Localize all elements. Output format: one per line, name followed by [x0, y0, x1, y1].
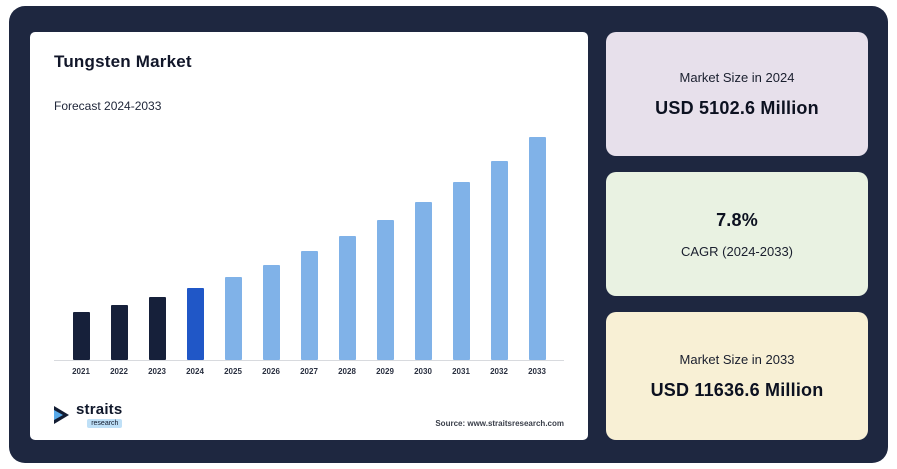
bar-2023 — [148, 296, 166, 360]
chart-subtitle: Forecast 2024-2033 — [54, 99, 162, 113]
chart-card-footer: straits research Source: www.straitsrese… — [54, 402, 564, 428]
x-axis-label-2032: 2032 — [490, 367, 508, 376]
bar-2033 — [528, 137, 546, 360]
logo-name: straits — [76, 401, 123, 418]
bar-2032 — [490, 160, 508, 360]
x-axis-label-2022: 2022 — [110, 367, 128, 376]
bar-column-2028: 2028 — [328, 129, 366, 376]
stat-value: USD 5102.6 Million — [655, 97, 819, 118]
bar-column-2032: 2032 — [480, 129, 518, 376]
bar-column-2033: 2033 — [518, 129, 556, 376]
straits-research-logo: straits research — [54, 401, 123, 428]
bar-2028 — [338, 236, 356, 360]
stat-value: USD 11636.6 Million — [650, 379, 824, 400]
chart-title: Tungsten Market — [54, 52, 192, 71]
bar-2021 — [72, 312, 90, 360]
source-note: Source: www.straitsresearch.com — [435, 419, 564, 428]
bar-2030 — [414, 202, 432, 360]
bar-2025 — [224, 277, 242, 360]
logo-subtitle: research — [87, 419, 123, 428]
bar-column-2022: 2022 — [100, 129, 138, 376]
stat-value: 7.8% — [716, 209, 758, 230]
bar-2024 — [186, 288, 204, 360]
bar-column-2030: 2030 — [404, 129, 442, 376]
bar-2029 — [376, 219, 394, 360]
x-axis-label-2031: 2031 — [452, 367, 470, 376]
x-axis-label-2023: 2023 — [148, 367, 166, 376]
x-axis-label-2030: 2030 — [414, 367, 432, 376]
stat-card-market-size-2024: Market Size in 2024 USD 5102.6 Million — [606, 32, 868, 156]
x-axis-label-2029: 2029 — [376, 367, 394, 376]
bar-column-2024: 2024 — [176, 129, 214, 376]
stat-card-cagr: 7.8% CAGR (2024-2033) — [606, 172, 868, 296]
x-axis-label-2028: 2028 — [338, 367, 356, 376]
x-axis-label-2027: 2027 — [300, 367, 318, 376]
bar-column-2023: 2023 — [138, 129, 176, 376]
stat-card-market-size-2033: Market Size in 2033 USD 11636.6 Million — [606, 312, 868, 440]
stat-label: Market Size in 2024 — [679, 69, 795, 85]
bar-chart: 2021 2022 2023 2024 2025 2026 2027 2028 2029 2030… — [54, 129, 564, 376]
logo-text: straits research — [76, 401, 123, 428]
logo-arrow-icon — [54, 406, 71, 424]
x-axis-label-2026: 2026 — [262, 367, 280, 376]
bar-column-2031: 2031 — [442, 129, 480, 376]
stat-label: CAGR (2024-2033) — [681, 243, 793, 259]
bar-column-2026: 2026 — [252, 129, 290, 376]
bar-2031 — [452, 182, 470, 360]
stat-label: Market Size in 2033 — [679, 351, 795, 367]
bar-2027 — [300, 251, 318, 360]
x-axis-label-2024: 2024 — [186, 367, 204, 376]
bar-column-2029: 2029 — [366, 129, 404, 376]
x-axis-label-2025: 2025 — [224, 367, 242, 376]
bar-column-2021: 2021 — [62, 129, 100, 376]
x-axis-label-2033: 2033 — [528, 367, 546, 376]
logo-arrow-blue-triangle — [54, 410, 63, 420]
bar-column-2027: 2027 — [290, 129, 328, 376]
bar-column-2025: 2025 — [214, 129, 252, 376]
bar-2026 — [262, 264, 280, 360]
chart-card: Tungsten Market Forecast 2024-2033 2021 2… — [30, 32, 588, 440]
bar-2022 — [110, 304, 128, 360]
x-axis-label-2021: 2021 — [72, 367, 90, 376]
